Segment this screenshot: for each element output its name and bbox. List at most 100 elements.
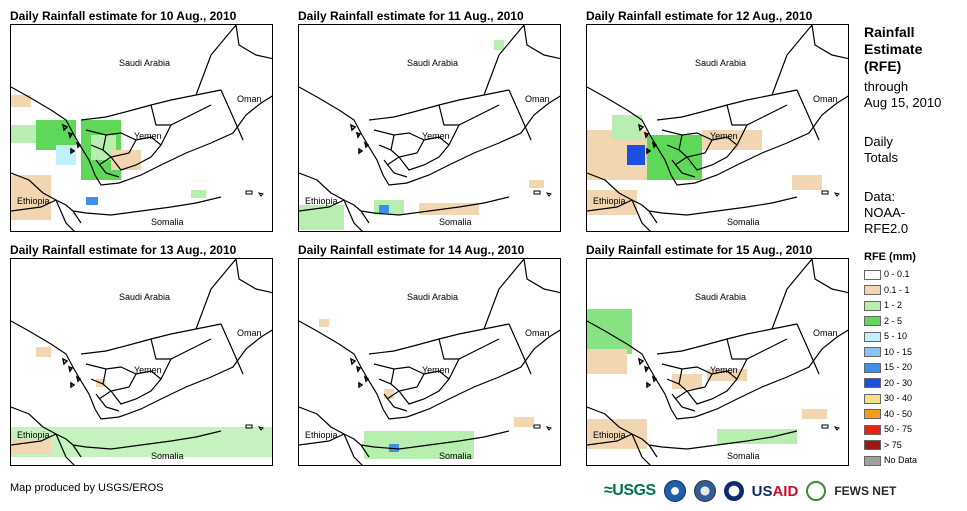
rain-map-6: Saudi Arabia Oman Yemen Ethiopia Somalia (587, 259, 848, 465)
legend-swatch (864, 331, 881, 342)
label-yemen: Yemen (422, 131, 450, 141)
label-saudi-arabia: Saudi Arabia (695, 58, 746, 68)
rain-map-1: Saudi Arabia Oman Yemen Ethiopia Somalia (11, 25, 272, 231)
label-somalia: Somalia (727, 451, 760, 461)
usaid-us: US (751, 482, 773, 500)
legend-label: 0 - 0.1 (884, 269, 910, 279)
label-ethiopia: Ethiopia (593, 430, 626, 440)
label-oman: Oman (237, 94, 262, 104)
rain-map-4: Saudi Arabia Oman Yemen Ethiopia Somalia (11, 259, 272, 465)
label-ethiopia: Ethiopia (17, 196, 50, 206)
legend-swatch (864, 378, 881, 389)
legend-swatch (864, 440, 881, 451)
label-somalia: Somalia (439, 451, 472, 461)
side-through: through (864, 79, 909, 94)
label-yemen: Yemen (134, 131, 162, 141)
legend-item: > 75 (864, 439, 902, 452)
legend-item: 0 - 0.1 (864, 268, 910, 281)
panel-title-1: Daily Rainfall estimate for 10 Aug., 201… (10, 9, 237, 23)
legend-item: 40 - 50 (864, 408, 912, 421)
dhs-seal-icon (693, 480, 716, 502)
legend-item: 0.1 - 1 (864, 284, 910, 297)
legend-item: 50 - 75 (864, 423, 912, 436)
legend-label: 10 - 15 (884, 346, 913, 357)
label-oman: Oman (525, 328, 550, 338)
legend-item: No Data (864, 454, 917, 467)
legend-label: 50 - 75 (884, 424, 913, 434)
label-yemen: Yemen (710, 131, 738, 141)
legend-item: 2 - 5 (864, 315, 902, 328)
map-credit: Map produced by USGS/EROS (10, 482, 164, 494)
rainfall-cells (587, 115, 822, 215)
label-saudi-arabia: Saudi Arabia (407, 292, 458, 302)
legend-swatch (864, 409, 881, 420)
rain-map-5: Saudi Arabia Oman Yemen Ethiopia Somalia (299, 259, 560, 465)
label-ethiopia: Ethiopia (593, 196, 626, 206)
rainfall-cells (299, 40, 544, 230)
map-panel-2: Saudi Arabia Oman Yemen Ethiopia Somalia (298, 24, 561, 232)
panel-title-2: Daily Rainfall estimate for 11 Aug., 201… (298, 9, 524, 23)
legend-item: 5 - 10 (864, 330, 907, 343)
legend-item: 10 - 15 (864, 346, 912, 359)
legend-swatch (864, 347, 881, 358)
usaid-seal-icon (723, 481, 744, 501)
legend-swatch (864, 455, 881, 466)
side-title-line2: Estimate (864, 41, 923, 57)
side-title-line1: Rainfall (864, 24, 915, 40)
side-totals: Totals (864, 150, 898, 165)
legend-label: No Data (884, 455, 918, 465)
legend-item: 30 - 40 (864, 392, 912, 405)
label-somalia: Somalia (727, 217, 760, 227)
legend-swatch (864, 269, 881, 280)
side-daily: Daily (864, 134, 893, 149)
side-title-line3: (RFE) (864, 58, 902, 74)
label-oman: Oman (813, 328, 838, 338)
map-panel-5: Saudi Arabia Oman Yemen Ethiopia Somalia (298, 258, 561, 466)
side-rfe: RFE2.0 (864, 221, 909, 236)
side-data-label: Data: (864, 189, 896, 204)
panel-title-6: Daily Rainfall estimate for 15 Aug., 201… (586, 243, 813, 257)
label-yemen: Yemen (422, 365, 450, 375)
legend-item: 15 - 20 (864, 361, 912, 374)
legend-item: 1 - 2 (864, 299, 902, 312)
label-somalia: Somalia (439, 217, 472, 227)
side-noaa: NOAA- (864, 205, 906, 220)
legend-swatch (864, 362, 881, 373)
side-date: Aug 15, 2010 (864, 95, 942, 110)
legend-swatch (864, 424, 881, 435)
label-ethiopia: Ethiopia (17, 430, 50, 440)
usaid-logo: USAID (752, 483, 799, 500)
legend-label: 0.1 - 1 (884, 284, 910, 295)
rain-map-2: Saudi Arabia Oman Yemen Ethiopia Somalia (299, 25, 560, 231)
panel-title-5: Daily Rainfall estimate for 14 Aug., 201… (298, 243, 525, 257)
fews-net-logo: FEWS NET (834, 484, 897, 498)
usgs-logo: ≈USGS (604, 482, 656, 499)
legend-swatch (864, 300, 881, 311)
label-saudi-arabia: Saudi Arabia (119, 292, 170, 302)
label-ethiopia: Ethiopia (305, 196, 338, 206)
label-oman: Oman (525, 94, 550, 104)
legend-label: 2 - 5 (884, 315, 903, 326)
map-panel-6: Saudi Arabia Oman Yemen Ethiopia Somalia (586, 258, 849, 466)
noaa-icon (663, 480, 686, 502)
rainfall-cells (319, 319, 534, 459)
legend-swatch (864, 285, 881, 296)
label-somalia: Somalia (151, 451, 184, 461)
label-somalia: Somalia (151, 217, 184, 227)
legend-swatch (864, 393, 881, 404)
legend-label: 5 - 10 (884, 331, 908, 341)
label-yemen: Yemen (134, 365, 162, 375)
label-yemen: Yemen (710, 365, 738, 375)
map-panel-4: Saudi Arabia Oman Yemen Ethiopia Somalia (10, 258, 273, 466)
map-panel-1: Saudi Arabia Oman Yemen Ethiopia Somalia (10, 24, 273, 232)
legend-label: > 75 (884, 439, 902, 450)
label-saudi-arabia: Saudi Arabia (119, 58, 170, 68)
label-oman: Oman (237, 328, 262, 338)
map-panel-3: Saudi Arabia Oman Yemen Ethiopia Somalia (586, 24, 849, 232)
legend-label: 40 - 50 (884, 408, 913, 419)
label-ethiopia: Ethiopia (305, 430, 338, 440)
legend-label: 30 - 40 (884, 393, 913, 403)
legend-title: RFE (mm) (864, 251, 916, 263)
rainfall-cells (11, 347, 272, 457)
rain-map-3: Saudi Arabia Oman Yemen Ethiopia Somalia (587, 25, 848, 231)
